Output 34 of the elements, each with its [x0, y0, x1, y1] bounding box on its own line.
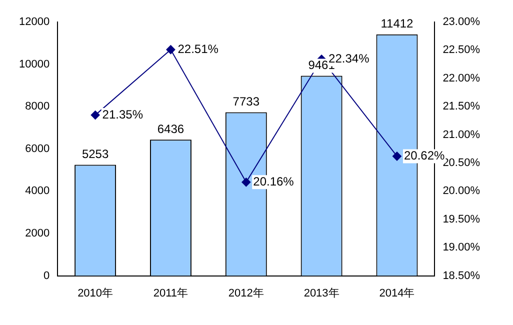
x-tick-label: 2013年	[304, 287, 340, 300]
y-tick-label: 4000	[25, 185, 50, 198]
data-label: 20.62%	[404, 148, 446, 163]
y2-tick-label: 23.00%	[442, 16, 480, 28]
y2-tick-label: 21.00%	[442, 128, 480, 141]
data-label: 22.51%	[178, 42, 219, 56]
y-tick-label: 0	[43, 270, 50, 282]
y2-tick-label: 21.50%	[442, 100, 480, 113]
point	[242, 178, 251, 187]
x-tick-label: 2010年	[78, 287, 114, 300]
x-tick-label: 2014年	[379, 287, 415, 300]
y-tick-label: 6000	[25, 142, 50, 155]
y2-tick-label: 20.50%	[442, 157, 480, 170]
y2-tick-label: 22.00%	[442, 72, 480, 84]
y-tick-label: 2000	[25, 228, 50, 240]
data-label: 6436	[157, 122, 184, 136]
data-label: 11412	[380, 16, 414, 31]
x-tick-label: 2011年	[153, 287, 188, 300]
x-tick-label: 2012年	[228, 287, 264, 300]
y2-tick-label: 20.00%	[442, 185, 480, 198]
point	[166, 45, 176, 54]
y2-tick-label: 19.50%	[442, 213, 480, 226]
data-label: 7733	[232, 94, 260, 109]
y-tick-label: 12000	[18, 16, 50, 28]
data-label: 21.35%	[102, 107, 144, 122]
point	[392, 152, 402, 161]
data-label: 20.16%	[253, 174, 294, 188]
y-tick-label: 8000	[25, 100, 50, 113]
y2-tick-label: 19.00%	[442, 242, 480, 254]
y-tick-label: 10000	[18, 58, 50, 70]
y2-tick-label: 22.50%	[442, 44, 480, 56]
data-label: 5253	[82, 147, 109, 162]
point	[90, 110, 100, 120]
y2-tick-label: 18.50%	[442, 270, 480, 282]
